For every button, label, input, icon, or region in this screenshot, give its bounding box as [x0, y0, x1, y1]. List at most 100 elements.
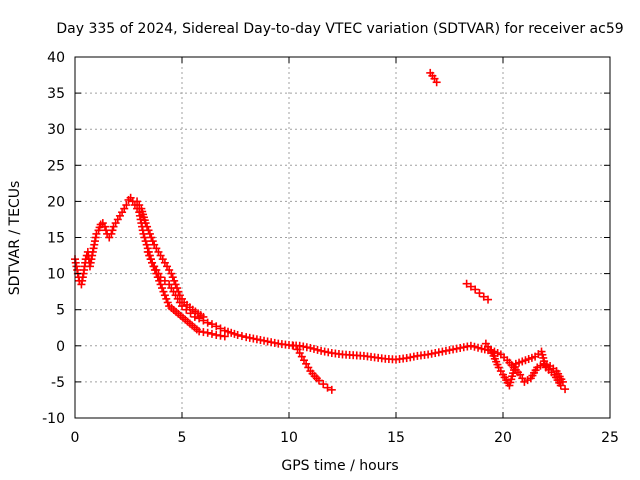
upper-band-fill [144, 226, 153, 235]
main-trace-fill [302, 343, 311, 352]
main-trace-fill [452, 344, 461, 353]
main-trace-fill [431, 349, 440, 358]
lower-band-fill [207, 329, 216, 338]
isolated-middle-point [471, 285, 480, 294]
main-trace-fill [420, 350, 429, 359]
upper-band-fill [140, 216, 149, 225]
main-trace-fill [388, 355, 397, 364]
drop-branch-fill [299, 356, 308, 365]
y-tick-label: -10 [42, 411, 65, 427]
x-axis-title: GPS time / hours [281, 458, 398, 474]
chart-title: Day 335 of 2024, Sidereal Day-to-day VTE… [56, 21, 623, 37]
y-tick-label: 5 [56, 303, 65, 319]
main-trace-point [216, 324, 225, 333]
main-trace-fill [249, 334, 258, 343]
main-trace-fill [470, 342, 479, 351]
drop-branch-fill [295, 349, 304, 358]
main-trace-fill [345, 350, 354, 359]
lower-band-point [156, 280, 165, 289]
isolated-upper-point [432, 78, 441, 87]
main-trace-fill [334, 349, 343, 358]
upper-band-fill [148, 237, 157, 246]
upper-band-fill [152, 244, 161, 253]
upper-band-fill [168, 273, 177, 282]
isolated-middle-point [484, 295, 493, 304]
upper-band-fill [160, 258, 169, 267]
main-trace-point [207, 320, 216, 329]
main-trace-fill [230, 329, 239, 338]
y-tick-label: 30 [47, 122, 65, 138]
lower-band-fill [162, 294, 171, 303]
main-trace-point [212, 322, 221, 331]
late-tail-fill [540, 360, 549, 369]
main-trace-fill [140, 233, 149, 242]
y-tick-label: 15 [47, 231, 65, 247]
drop-branch-point [323, 383, 332, 392]
upper-band-fill [147, 233, 156, 242]
main-trace-fill [518, 374, 527, 383]
late-tail-fill [510, 362, 519, 371]
drop-branch-fill [312, 374, 321, 383]
isolated-middle-point [475, 289, 484, 298]
main-trace-fill [399, 354, 408, 363]
y-tick-label: 20 [47, 194, 65, 210]
labels-layer: 0 5 10 15 20 25 -10 -5 0 5 10 15 20 25 30 35 40 [42, 50, 619, 446]
isolated-middle-point [479, 292, 488, 301]
late-tail-fill [486, 345, 495, 354]
main-trace-fill [523, 376, 532, 385]
lower-band-fill [192, 325, 201, 334]
late-tail-fill [496, 367, 505, 376]
upper-band-fill [173, 284, 182, 293]
main-trace-fill [356, 351, 365, 360]
late-tail-point [561, 385, 570, 394]
isolated-middle-point [466, 282, 475, 291]
late-tail-fill [547, 368, 556, 377]
main-trace-fill [91, 233, 100, 242]
upper-band-fill [185, 303, 194, 312]
y-tick-label: 25 [47, 158, 65, 174]
upper-band-fill [143, 222, 152, 231]
lower-band-fill [150, 265, 159, 274]
lower-band-fill [155, 276, 164, 285]
y-tick-label: 35 [47, 86, 65, 102]
late-tail-fill [527, 353, 536, 362]
main-trace-fill [111, 219, 120, 228]
upper-band-fill [156, 251, 165, 260]
main-trace-fill [309, 344, 318, 353]
drop-branch-fill [304, 363, 313, 372]
main-trace-fill [78, 273, 87, 282]
y-tick-label: 0 [56, 339, 65, 355]
x-tick-label: 5 [178, 430, 187, 446]
main-trace-fill [409, 352, 418, 361]
main-trace-fill [237, 332, 246, 341]
lower-band-point [152, 269, 161, 278]
main-trace-fill [463, 342, 472, 351]
upper-band-fill [196, 311, 205, 320]
main-trace-fill [377, 354, 386, 363]
upper-band-fill [165, 265, 174, 274]
x-tick-label: 25 [601, 430, 619, 446]
main-trace-fill [108, 226, 117, 235]
x-tick-label: 15 [387, 430, 405, 446]
main-trace-fill [324, 348, 333, 357]
main-trace-fill [441, 346, 450, 355]
main-trace-fill [89, 244, 98, 253]
main-trace-point [107, 229, 116, 238]
upper-band-fill [174, 287, 183, 296]
y-tick-label: 40 [47, 50, 65, 66]
lower-band-point [148, 258, 157, 267]
lower-band-fill [153, 273, 162, 282]
ticks-layer [74, 56, 611, 419]
upper-band-fill [135, 201, 144, 210]
lower-band-fill [216, 331, 225, 340]
main-trace-fill [474, 343, 483, 352]
main-trace-fill [72, 262, 81, 271]
lower-band-fill [199, 328, 208, 337]
main-trace-fill [95, 223, 104, 232]
upper-band-point [145, 229, 154, 238]
drop-branch-point [289, 341, 298, 350]
main-trace-fill [281, 340, 290, 349]
lower-band-fill [158, 284, 167, 293]
upper-band-fill [178, 294, 186, 303]
